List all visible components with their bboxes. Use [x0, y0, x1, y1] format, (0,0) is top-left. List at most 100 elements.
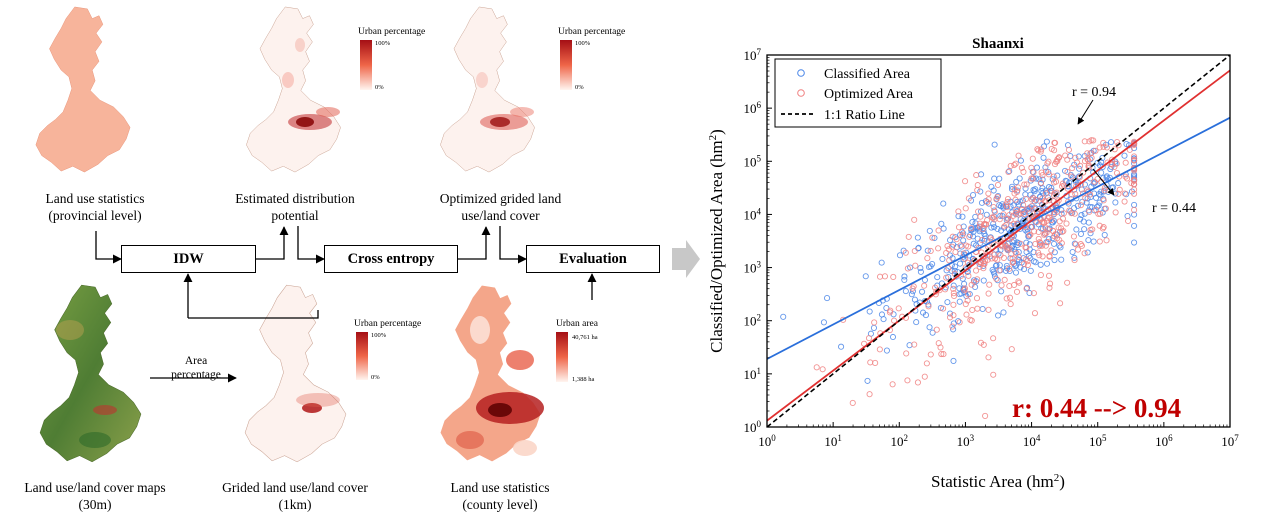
optimized-point	[1027, 231, 1034, 238]
optimized-point	[910, 283, 917, 290]
optimized-point	[1032, 196, 1040, 203]
x-tick-label: 103	[957, 433, 975, 449]
optimized-point	[1007, 301, 1014, 308]
optimized-point	[1072, 154, 1079, 161]
optimized-point	[962, 301, 969, 308]
optimized-point	[911, 216, 918, 223]
optimized-point	[1008, 346, 1015, 353]
optimized-point	[1047, 187, 1054, 194]
classified-point	[1014, 241, 1021, 248]
optimized-point	[1000, 211, 1007, 218]
optimized-point	[990, 203, 997, 211]
optimized-point	[914, 379, 921, 386]
optimized-point	[1054, 156, 1061, 163]
optimized-point	[1048, 145, 1055, 153]
classified-point	[1123, 141, 1130, 148]
classified-point	[1090, 238, 1097, 245]
optimized-point	[1052, 178, 1060, 185]
classified-point	[944, 299, 951, 306]
optimized-point	[1100, 197, 1107, 204]
optimized-point	[1004, 246, 1011, 253]
optimized-point	[1036, 243, 1043, 250]
optimized-point	[973, 267, 980, 274]
optimized-point	[1084, 150, 1091, 157]
optimized-point	[1115, 142, 1122, 149]
optimized-point	[932, 284, 939, 291]
optimized-point	[1064, 279, 1071, 286]
optimized-point	[968, 281, 975, 288]
classified-point	[995, 312, 1002, 319]
optimized-point	[993, 275, 1000, 282]
classified-point	[1124, 213, 1131, 220]
classified-point	[1131, 201, 1138, 208]
optimized-point	[1037, 240, 1044, 247]
optimized-point	[905, 233, 912, 240]
classified-point	[896, 252, 904, 259]
estimated-legend-title: Urban percentage	[358, 27, 426, 37]
optimized-point	[991, 251, 998, 258]
classified-point	[1075, 173, 1083, 180]
y-tick-label: 104	[744, 206, 762, 222]
optimized-point	[951, 292, 958, 300]
classified-point	[938, 220, 945, 227]
grided-legend-min: 0%	[371, 374, 380, 381]
optimized-point	[1020, 201, 1027, 209]
classified-point	[915, 244, 922, 251]
optimized-point	[1006, 294, 1014, 301]
classified-point	[914, 234, 921, 241]
classified-point	[1131, 211, 1138, 218]
classified-point	[870, 324, 878, 331]
y-tick-label: 101	[744, 366, 762, 382]
classified-point	[908, 291, 915, 298]
optimized-point	[819, 366, 826, 373]
classified-point	[1100, 188, 1108, 195]
optimized-point	[1109, 161, 1116, 168]
optimized-point	[1015, 152, 1022, 159]
optimized-point	[1045, 171, 1052, 178]
classified-point	[1089, 204, 1096, 211]
classified-point	[1079, 198, 1086, 205]
optimized-point	[985, 290, 992, 297]
optimized-point	[1096, 222, 1103, 229]
optimized-point	[962, 178, 969, 185]
classified-point	[939, 255, 946, 263]
optimized-point	[1086, 208, 1093, 215]
r-classified-pointer	[1092, 168, 1115, 196]
classified-point	[929, 261, 936, 268]
optimized-point	[904, 265, 911, 272]
x-tick-label: 102	[891, 433, 909, 449]
optimized-point	[1078, 242, 1085, 249]
label-county: Land use statistics (county level)	[450, 480, 550, 512]
optimized-point	[1055, 154, 1062, 161]
classified-point	[820, 319, 827, 326]
optimized-point	[1018, 164, 1025, 171]
grided-legend-max: 100%	[371, 332, 387, 339]
optimized-point	[924, 255, 931, 262]
classified-point	[1051, 256, 1058, 264]
optimized-point	[1069, 165, 1076, 172]
optimized-point	[1131, 190, 1138, 197]
classified-point	[1010, 202, 1017, 209]
optimized-point	[1030, 290, 1037, 297]
classified-point	[917, 268, 924, 275]
optimized-point	[1026, 232, 1033, 239]
classified-point	[1071, 254, 1078, 261]
optimized-point	[1065, 146, 1072, 153]
optimized-point	[974, 182, 981, 189]
label-area-percentage: Area percentage	[171, 355, 221, 381]
optimized-point	[965, 272, 972, 279]
optimized-point	[1015, 278, 1022, 285]
classified-point	[917, 265, 924, 272]
optimized-point	[1101, 187, 1108, 194]
optimized-point	[964, 297, 971, 304]
classified-point	[1030, 258, 1037, 265]
optimized-point	[1013, 288, 1021, 295]
optimized-point	[1116, 186, 1123, 193]
classified-point	[1072, 176, 1079, 184]
classified-point	[1078, 212, 1085, 219]
optimized-point	[872, 359, 879, 366]
classified-point	[1050, 240, 1058, 247]
optimized-point	[1012, 209, 1019, 217]
grided-1km-map	[244, 284, 347, 463]
classified-point	[1087, 230, 1094, 237]
